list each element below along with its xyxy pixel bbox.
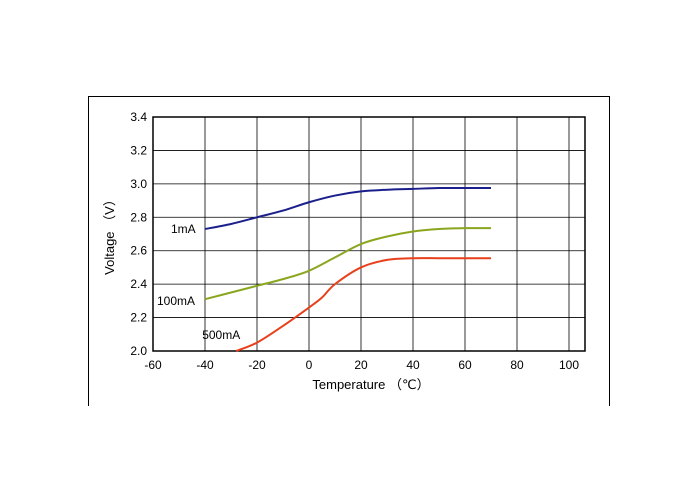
series-line-1mA (204, 186, 491, 230)
plot-area-border (152, 116, 586, 352)
x-tick-label: 40 (406, 358, 420, 372)
y-tick-label: 2.0 (130, 344, 147, 358)
series-lines (204, 186, 492, 352)
y-tick-label: 2.4 (130, 277, 147, 291)
y-tick-labels: 2.0 2.2 2.4 2.6 2.8 3.0 3.2 3.4 (130, 110, 147, 358)
x-tick-label: -60 (144, 358, 162, 372)
x-tick-label: 100 (559, 358, 579, 372)
x-axis-title: Temperature （℃） (312, 377, 429, 392)
x-tick-label: -40 (196, 358, 214, 372)
series-label-1mA: 1mA (171, 222, 196, 236)
x-tick-label: 20 (354, 358, 368, 372)
x-tick-label: 60 (458, 358, 472, 372)
x-tick-label: 80 (510, 358, 524, 372)
x-tick-label: 0 (306, 358, 313, 372)
y-tick-label: 3.2 (130, 143, 147, 157)
series-line-500mA (235, 257, 491, 352)
y-tick-label: 3.0 (130, 177, 147, 191)
y-tick-label: 2.2 (130, 311, 147, 325)
series-line-100mA (204, 227, 492, 301)
y-tick-label: 3.4 (130, 110, 147, 124)
x-tick-label: -20 (248, 358, 266, 372)
y-tick-label: 2.6 (130, 244, 147, 258)
x-tick-labels: -60 -40 -20 0 20 40 60 80 100 (144, 358, 579, 372)
grid (153, 116, 585, 351)
y-axis-title: Voltage （V） (102, 193, 117, 275)
y-tick-label: 2.8 (130, 210, 147, 224)
series-label-500mA: 500mA (202, 328, 240, 342)
series-label-100mA: 100mA (157, 294, 195, 308)
series-labels: 1mA 100mA 500mA (157, 222, 240, 342)
chart-frame (88, 96, 610, 406)
